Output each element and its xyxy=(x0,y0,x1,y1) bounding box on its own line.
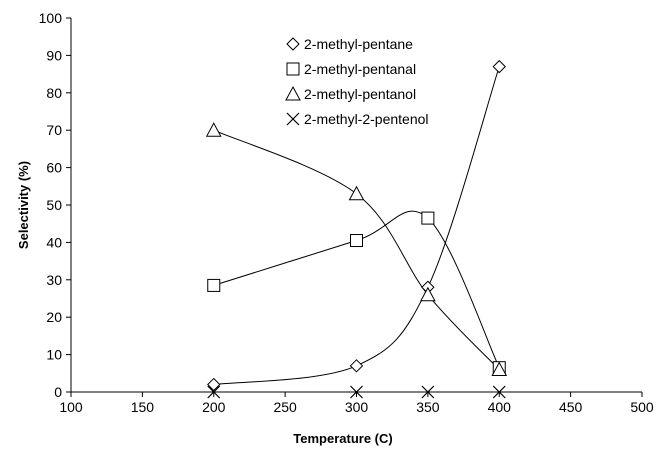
data-point-triangle xyxy=(491,361,508,377)
series-line-3 xyxy=(213,129,500,370)
x-tick-label: 150 xyxy=(131,399,155,415)
x-tick-label: 500 xyxy=(630,399,654,415)
y-tick-label: 70 xyxy=(46,122,62,138)
x-axis-title: Temperature (C) xyxy=(293,431,392,446)
y-tick-label: 50 xyxy=(46,197,62,213)
cross-stroke xyxy=(350,385,363,399)
legend: 2-methyl-pentane 2-methyl-pentanal 2-methy… xyxy=(285,36,429,127)
y-tick-label: 60 xyxy=(46,160,62,176)
data-point-diamond xyxy=(492,59,506,74)
data-point-cross xyxy=(350,385,363,399)
legend-marker-diamond xyxy=(286,37,300,51)
data-point-square xyxy=(350,234,363,248)
legend-label: 2-methyl-pentanol xyxy=(304,86,416,102)
legend-marker-triangle xyxy=(285,85,301,101)
legend-marker-cross xyxy=(286,112,300,126)
data-point-cross xyxy=(492,385,506,399)
cross-stroke xyxy=(286,112,300,126)
legend-label: 2-methyl-2-pentenol xyxy=(304,111,429,127)
cross-stroke xyxy=(207,385,221,399)
data-point-triangle xyxy=(348,185,365,201)
cross-stroke xyxy=(421,385,435,399)
data-point-triangle xyxy=(420,286,436,302)
y-axis-title: Selectivity (%) xyxy=(16,161,31,249)
x-tick-label: 250 xyxy=(273,399,297,415)
y-tick-label: 100 xyxy=(39,10,63,26)
data-point-diamond xyxy=(349,359,364,373)
x-tick-label: 100 xyxy=(59,399,83,415)
legend-marker-square xyxy=(286,62,300,76)
ticks: 0 10 20 30 40 50 60 70 80 90 100 100 150 200 250 300 350… xyxy=(39,10,654,415)
x-tick-label: 400 xyxy=(488,399,512,415)
x-tick-label: 350 xyxy=(416,399,440,415)
curves xyxy=(213,66,500,386)
series-line-2 xyxy=(213,210,500,368)
y-tick-label: 0 xyxy=(54,384,62,400)
data-point-square xyxy=(421,211,435,225)
markers xyxy=(205,59,508,399)
data-point-diamond xyxy=(207,377,221,392)
data-point-triangle xyxy=(205,122,222,137)
x-tick-label: 200 xyxy=(202,399,226,415)
y-tick-label: 20 xyxy=(46,309,62,325)
y-tick-label: 90 xyxy=(46,47,62,63)
series-line-1 xyxy=(213,66,500,386)
cross-stroke xyxy=(492,385,506,399)
data-point-cross xyxy=(421,385,435,399)
y-tick-label: 80 xyxy=(46,85,62,101)
legend-label: 2-methyl-pentanal xyxy=(304,61,416,77)
data-point-square xyxy=(207,278,221,292)
y-tick-label: 30 xyxy=(46,272,62,288)
legend-label: 2-methyl-pentane xyxy=(304,36,413,52)
y-tick-label: 10 xyxy=(46,347,62,363)
x-tick-label: 300 xyxy=(345,399,369,415)
data-point-cross xyxy=(207,385,221,399)
y-tick-label: 40 xyxy=(46,234,62,250)
x-tick-label: 450 xyxy=(559,399,583,415)
